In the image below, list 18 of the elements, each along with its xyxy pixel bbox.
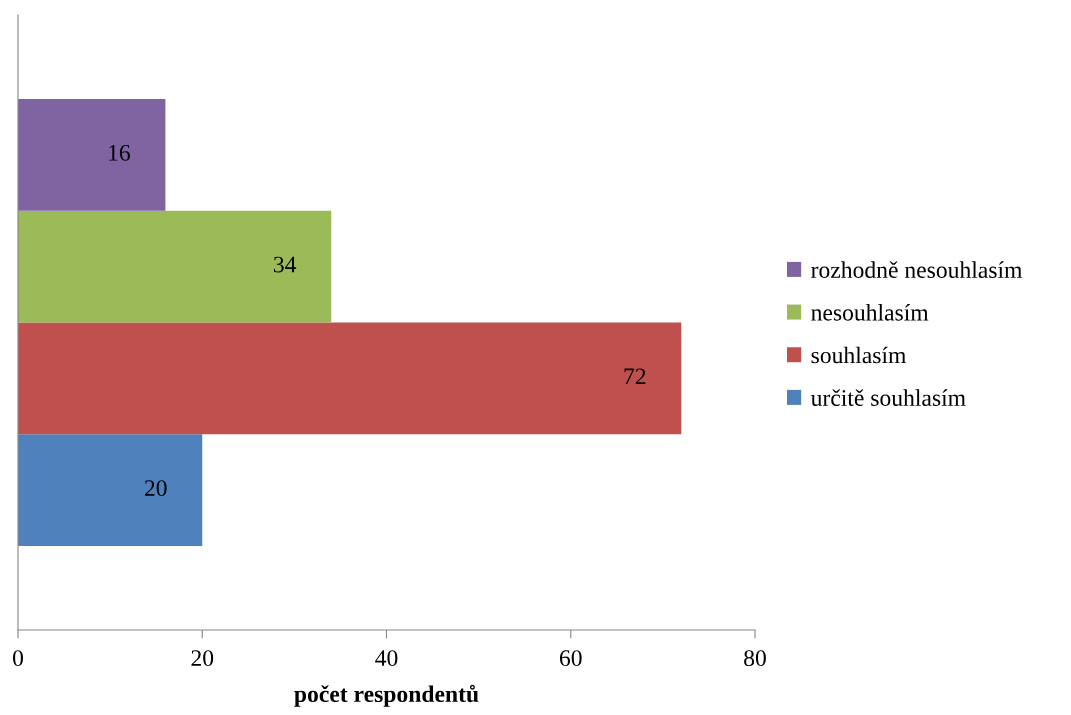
data-label: 34 xyxy=(274,256,297,273)
legend-label: rozhodně nesouhlasím xyxy=(811,261,1023,278)
legend-label: nesouhlasím xyxy=(811,303,929,321)
legend-label: určitě souhlasím xyxy=(810,389,966,406)
x-tick-label: 20 xyxy=(191,650,214,667)
bar xyxy=(18,322,682,435)
data-label: 20 xyxy=(144,480,167,497)
bar xyxy=(18,210,332,323)
data-label: 72 xyxy=(624,368,646,385)
bar xyxy=(18,434,203,547)
data-label: 16 xyxy=(109,144,130,161)
bar xyxy=(18,98,166,211)
x-tick-label: 80 xyxy=(744,650,766,667)
legend-label: souhlasím xyxy=(811,346,907,364)
x-tick-label: 0 xyxy=(13,650,23,667)
x-tick-label: 40 xyxy=(375,650,398,667)
x-tick-label: 60 xyxy=(559,650,582,667)
x-axis-title: počet respondentů xyxy=(294,684,479,707)
